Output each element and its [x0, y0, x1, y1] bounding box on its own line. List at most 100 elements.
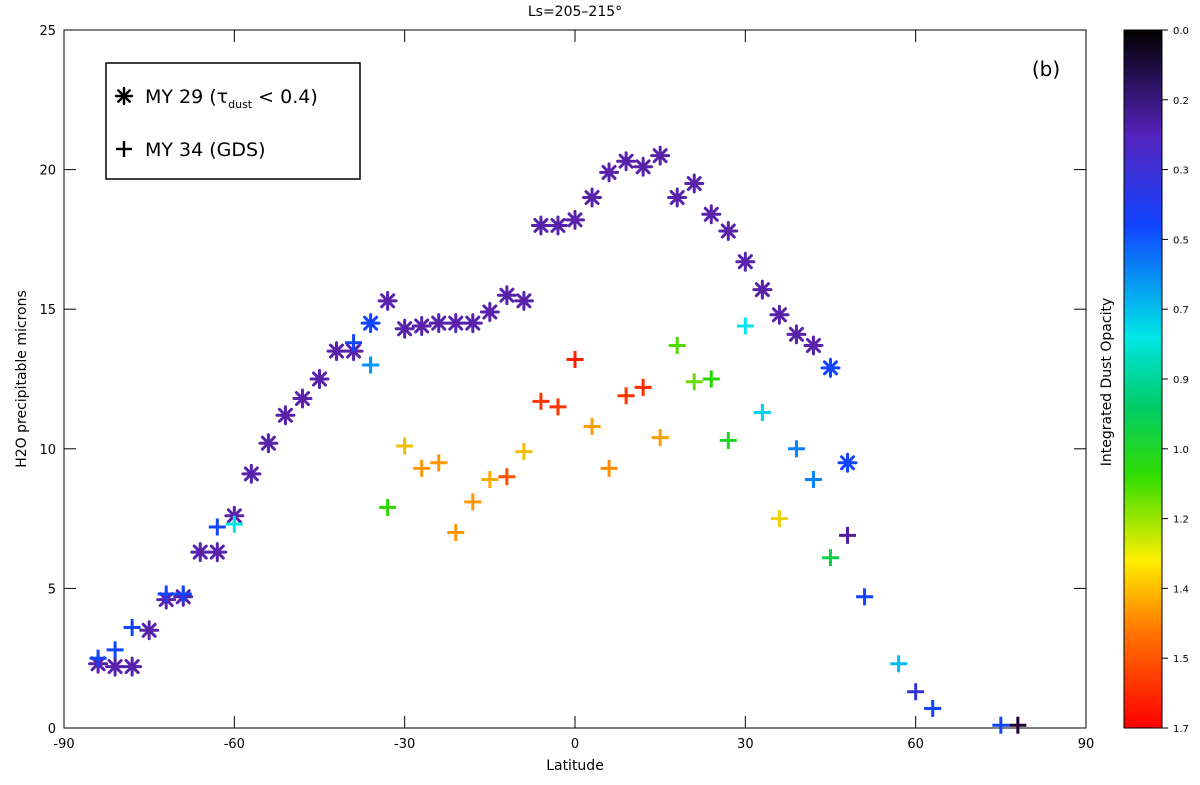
x-tick-label: 30	[737, 737, 754, 752]
point-my34-plus	[736, 317, 754, 335]
point-my34-plus	[89, 649, 107, 667]
point-my29-asterisk	[139, 620, 160, 641]
legend-entry-0: MY 29 (τdust < 0.4)	[145, 86, 318, 111]
point-my34-plus	[447, 524, 465, 542]
point-my29-asterisk	[547, 215, 568, 236]
point-my29-asterisk	[411, 315, 432, 336]
point-my29-asterisk	[496, 285, 517, 306]
colorbar-tick-label: 1.5	[1173, 654, 1189, 665]
point-my29-asterisk	[275, 405, 296, 426]
point-my34-plus	[651, 429, 669, 447]
point-my34-plus	[634, 378, 652, 396]
point-my34-plus	[702, 370, 720, 388]
point-my34-plus	[583, 417, 601, 435]
x-tick-label: -30	[394, 737, 415, 752]
point-my29-asterisk	[565, 209, 585, 230]
point-my29-asterisk	[241, 463, 262, 484]
x-tick-label: 60	[907, 737, 924, 752]
point-my34-plus	[1009, 716, 1027, 734]
y-tick-label: 5	[48, 582, 56, 597]
colorbar-tick-label: 0.2	[1173, 96, 1189, 107]
x-tick-label: 0	[571, 737, 579, 752]
point-my34-plus	[157, 585, 175, 603]
point-my34-plus	[396, 437, 414, 455]
x-tick-label: 90	[1078, 737, 1095, 752]
point-my34-plus	[481, 471, 499, 489]
point-my34-plus	[804, 471, 822, 489]
point-my34-plus	[822, 549, 839, 567]
colorbar-tick-label: 0.5	[1173, 235, 1189, 246]
point-my29-asterisk	[292, 388, 313, 409]
point-my29-asterisk	[445, 313, 466, 334]
point-my34-plus	[600, 459, 618, 477]
y-tick-label: 15	[39, 303, 56, 318]
point-my29-asterisk	[599, 162, 620, 183]
point-my29-asterisk	[207, 542, 228, 563]
y-axis-label: H2O precipitable microns	[14, 290, 30, 468]
point-my29-asterisk	[786, 324, 807, 345]
point-my29-asterisk	[309, 369, 330, 389]
point-my29-asterisk	[582, 187, 603, 208]
point-my34-plus	[668, 336, 686, 354]
point-my34-plus	[890, 655, 908, 673]
legend-entry-1: MY 34 (GDS)	[145, 139, 266, 161]
colorbar-tick-label: 1.4	[1173, 584, 1189, 595]
point-my34-plus	[123, 618, 141, 636]
point-my34-plus	[106, 641, 124, 659]
colorbar-tick-label: 0.3	[1173, 166, 1189, 177]
panel-label: (b)	[1032, 57, 1060, 81]
point-my34-plus	[464, 493, 482, 511]
point-my29-asterisk	[752, 279, 773, 300]
point-my34-plus	[617, 387, 635, 405]
colorbar-tick-label: 1.0	[1173, 445, 1189, 456]
colorbar	[1123, 29, 1163, 729]
colorbar-tick-label: 0.9	[1173, 375, 1189, 386]
point-my29-asterisk	[394, 318, 415, 339]
point-my34-plus	[413, 459, 431, 477]
point-my29-asterisk	[462, 313, 483, 334]
point-my34-plus	[549, 398, 567, 416]
point-my29-asterisk	[428, 313, 449, 334]
point-my34-plus	[770, 510, 788, 528]
point-my29-asterisk	[513, 290, 534, 311]
axes: -90 -60 -30 0 30 60 90 0 5 10 15 20 25 Latitude H2O pr…	[14, 24, 1094, 774]
point-my34-plus	[430, 454, 448, 472]
point-my34-plus	[839, 526, 857, 544]
point-my29-asterisk	[326, 341, 347, 362]
y-tick-label: 25	[39, 24, 56, 39]
point-my34-plus	[685, 373, 703, 391]
point-my29-asterisk	[837, 452, 858, 473]
colorbar-tick-label: 1.2	[1173, 515, 1189, 526]
point-my29-asterisk	[701, 204, 722, 225]
point-my34-plus	[753, 404, 771, 422]
point-my29-asterisk	[377, 290, 398, 311]
point-my29-asterisk	[530, 215, 551, 236]
legend-asterisk-icon	[114, 86, 134, 106]
point-my29-asterisk	[479, 301, 500, 322]
point-my29-asterisk	[769, 304, 790, 325]
point-my34-plus	[924, 699, 942, 717]
legend-plus-icon	[116, 141, 132, 157]
point-my29-asterisk	[820, 357, 841, 378]
colorbar-ticks: 0.0 0.2 0.3 0.5 0.7 0.9 1.0 1.2 1.4 1.5 1.7	[1162, 26, 1189, 735]
colorbar-label: Integrated Dust Opacity	[1099, 298, 1115, 467]
point-my34-plus	[907, 683, 925, 701]
point-my29-asterisk	[190, 542, 211, 563]
point-my34-plus	[362, 356, 380, 374]
colorbar-tick-label: 0.7	[1173, 305, 1189, 316]
point-my34-plus	[992, 716, 1010, 734]
x-tick-label: -90	[53, 737, 74, 752]
y-tick-label: 20	[39, 164, 56, 179]
point-my29-asterisk	[803, 335, 824, 356]
y-tick-label: 10	[39, 443, 56, 458]
point-my29-asterisk	[718, 221, 739, 242]
colorbar-tick-label: 0.0	[1173, 26, 1189, 37]
point-my29-asterisk	[633, 156, 654, 177]
point-my34-plus	[515, 443, 533, 461]
point-my34-plus	[208, 518, 226, 536]
y-tick-label: 0	[48, 722, 56, 737]
x-tick-label: -60	[224, 737, 245, 752]
data-points	[88, 145, 1027, 734]
point-my34-plus	[856, 588, 874, 606]
